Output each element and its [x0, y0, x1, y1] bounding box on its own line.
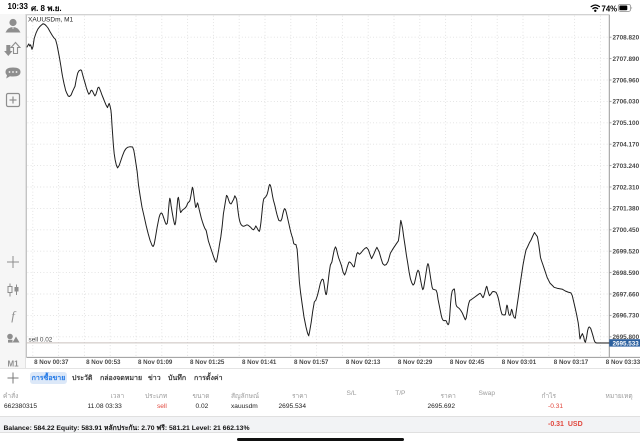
svg-text:8 Nov 01:09: 8 Nov 01:09 [138, 359, 173, 366]
svg-text:f: f [11, 308, 17, 323]
svg-text:8 Nov 02:45: 8 Nov 02:45 [450, 359, 485, 366]
svg-text:2698.590: 2698.590 [613, 270, 640, 277]
svg-text:2697.660: 2697.660 [613, 291, 640, 298]
svg-text:2708.820: 2708.820 [613, 35, 640, 42]
svg-text:2699.520: 2699.520 [613, 249, 640, 256]
svg-text:8 Nov 03:17: 8 Nov 03:17 [554, 359, 589, 366]
svg-text:2695.800: 2695.800 [613, 334, 640, 341]
svg-text:8 Nov 00:37: 8 Nov 00:37 [34, 359, 69, 366]
svg-text:8 Nov 01:25: 8 Nov 01:25 [190, 359, 225, 366]
svg-text:2706.030: 2706.030 [613, 99, 640, 106]
svg-text:2705.100: 2705.100 [613, 120, 640, 127]
svg-text:8 Nov 02:13: 8 Nov 02:13 [346, 359, 381, 366]
svg-text:2696.730: 2696.730 [613, 313, 640, 320]
svg-text:2701.380: 2701.380 [613, 206, 640, 213]
svg-text:8 Nov 00:53: 8 Nov 00:53 [86, 359, 121, 366]
svg-text:2700.450: 2700.450 [613, 227, 640, 234]
svg-text:XAUUSDm, M1: XAUUSDm, M1 [28, 16, 74, 23]
svg-text:8 Nov 03:33: 8 Nov 03:33 [606, 359, 640, 366]
svg-text:8 Nov 01:57: 8 Nov 01:57 [294, 359, 329, 366]
svg-text:2706.960: 2706.960 [613, 77, 640, 84]
svg-text:8 Nov 02:29: 8 Nov 02:29 [398, 359, 433, 366]
svg-text:2702.310: 2702.310 [613, 184, 640, 191]
svg-text:M1: M1 [7, 360, 19, 369]
svg-text:2704.170: 2704.170 [613, 142, 640, 149]
svg-text:2707.890: 2707.890 [613, 56, 640, 63]
svg-text:8 Nov 01:41: 8 Nov 01:41 [242, 359, 277, 366]
svg-text:8 Nov 03:01: 8 Nov 03:01 [502, 359, 537, 366]
svg-text:2695.533: 2695.533 [613, 340, 640, 347]
svg-text:sell 0.02: sell 0.02 [29, 336, 53, 343]
svg-text:2703.240: 2703.240 [613, 163, 640, 170]
svg-text:74%: 74% [602, 4, 618, 13]
